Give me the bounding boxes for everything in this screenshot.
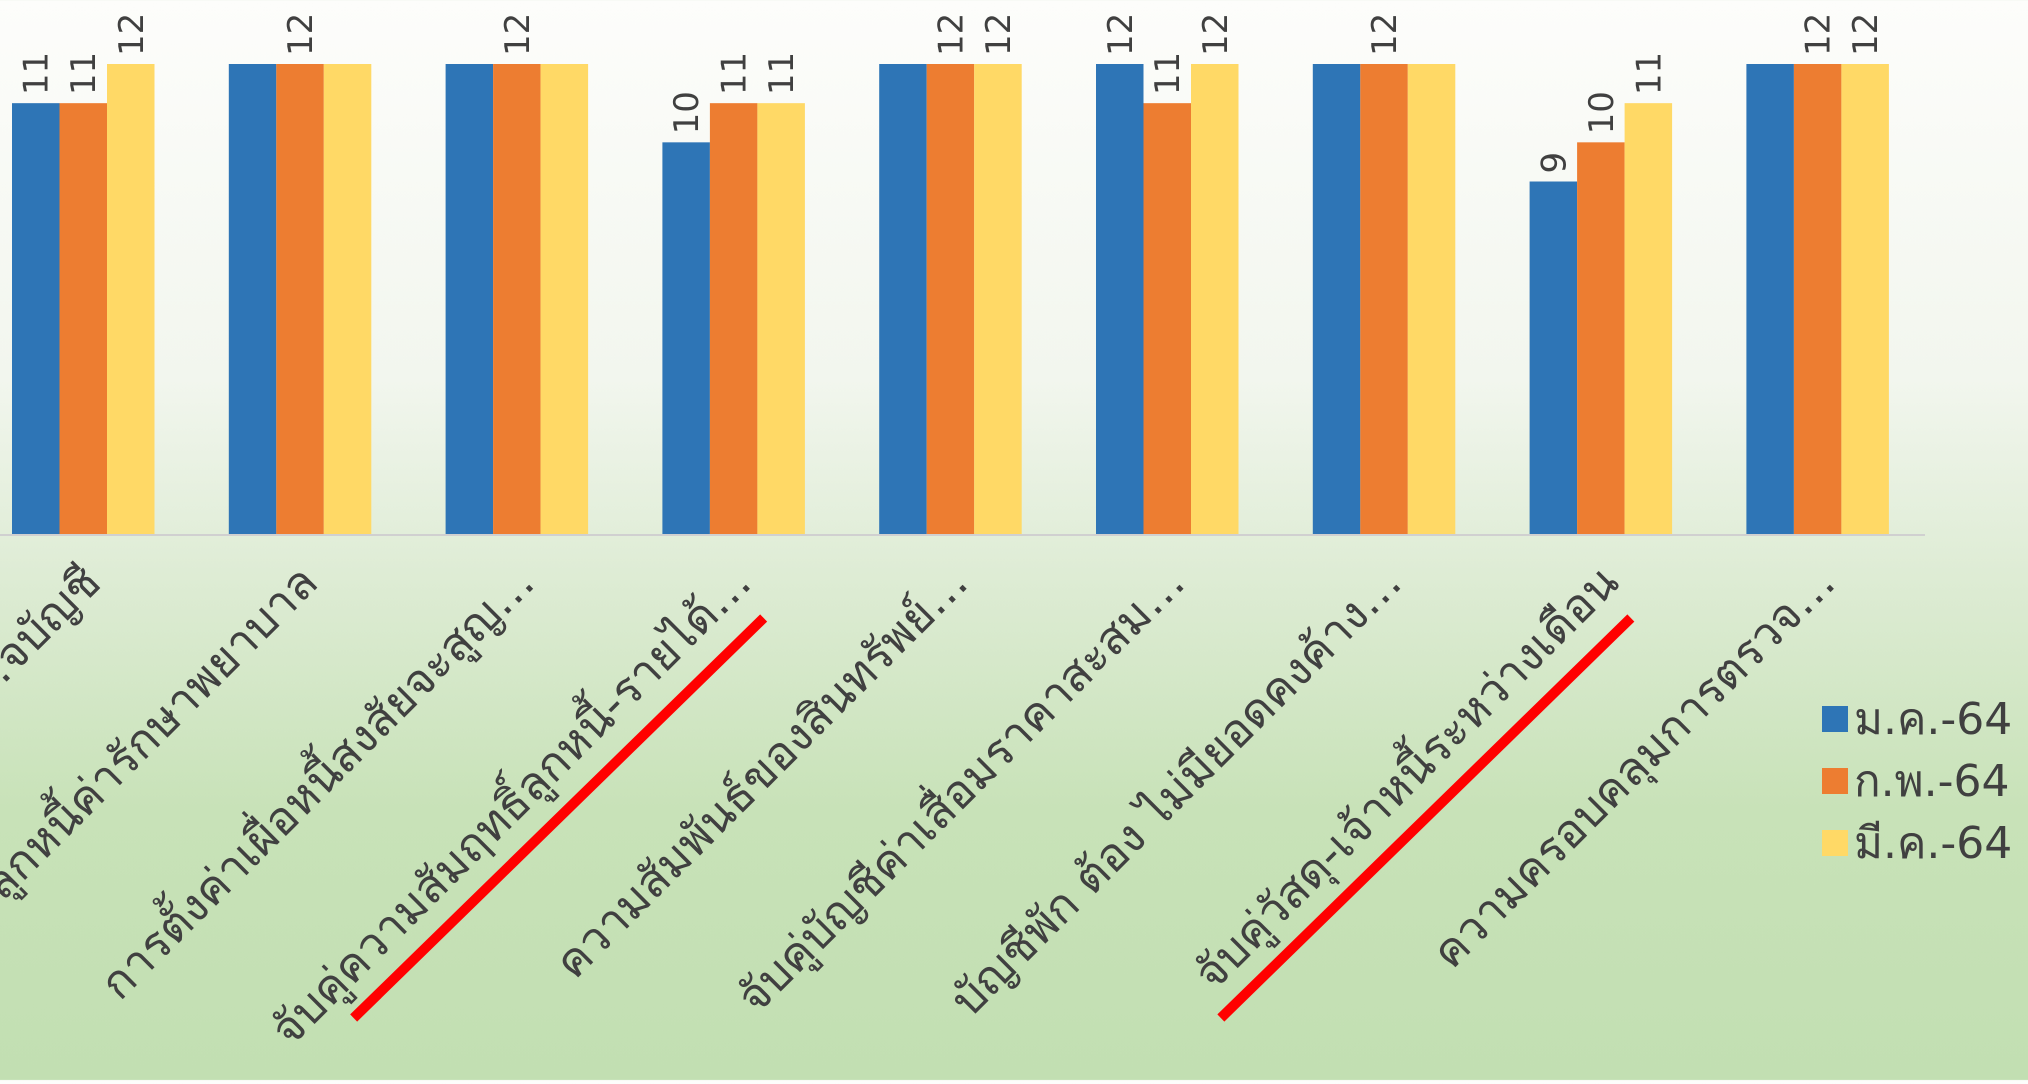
data-label-6-series-1: 12: [1365, 13, 1405, 56]
bar-3-series-0: [662, 142, 710, 535]
bar-7-series-0: [1529, 181, 1578, 534]
strike-annotation-1: [1217, 614, 1635, 1022]
bar-7-series-2: [1624, 103, 1673, 535]
data-label-3-series-1: 11: [715, 52, 755, 95]
legend-item-jan: ม.ค.-64: [1822, 688, 2012, 750]
bar-6-series-0: [1312, 64, 1361, 534]
bar-2-series-1: [493, 64, 541, 534]
data-label-1-series-1: 12: [281, 13, 321, 56]
data-label-7-series-0: 9: [1534, 152, 1574, 174]
bar-5-series-0: [1096, 64, 1144, 534]
legend-swatch-jan: [1822, 706, 1848, 732]
bar-2-series-0: [445, 64, 494, 534]
legend: ม.ค.-64 ก.พ.-64 มี.ค.-64: [1822, 688, 2012, 874]
category-label-7: จับคู่วัสดุ-เจ้าหนี้ระหว่างเดือน: [1179, 550, 1630, 1001]
category-label-0: …จบัญชี: [0, 555, 111, 715]
bar-6-series-2: [1407, 64, 1456, 534]
legend-item-mar: มี.ค.-64: [1822, 812, 2012, 874]
data-label-7-series-2: 11: [1629, 52, 1669, 95]
category-label-2: การตั้งค่าเผื่อหนี้สงสัยจะสูญ…: [85, 550, 545, 1010]
bar-8-series-1: [1793, 64, 1842, 534]
legend-label-mar: มี.ค.-64: [1854, 818, 2013, 869]
bar-8-series-2: [1841, 64, 1889, 534]
legend-item-feb: ก.พ.-64: [1822, 750, 2012, 812]
bar-3-series-2: [757, 103, 805, 535]
data-label-0-series-0: 11: [17, 52, 57, 95]
data-label-7-series-1: 10: [1582, 91, 1622, 134]
data-label-5-series-2: 12: [1196, 13, 1236, 56]
legend-label-jan: ม.ค.-64: [1854, 694, 2013, 745]
bar-0-series-1: [59, 103, 107, 535]
legend-swatch-mar: [1822, 830, 1848, 856]
bar-1-series-2: [323, 64, 372, 534]
category-label-5: จับคู่บัญชีค่าเสื่อมราคาสะสม…: [723, 551, 1196, 1024]
data-label-4-series-1: 12: [931, 13, 971, 56]
strike-annotation-0: [350, 614, 768, 1022]
bar-0-series-2: [107, 64, 155, 534]
data-label-3-series-2: 11: [762, 52, 802, 95]
data-label-8-series-1: 12: [1799, 13, 1839, 56]
data-label-0-series-1: 11: [64, 52, 104, 95]
data-label-4-series-2: 12: [979, 13, 1019, 56]
legend-label-feb: ก.พ.-64: [1854, 756, 2010, 807]
bar-1-series-0: [228, 64, 277, 534]
bar-5-series-1: [1143, 103, 1191, 535]
legend-swatch-feb: [1822, 768, 1848, 794]
data-label-5-series-1: 11: [1148, 52, 1188, 95]
bar-4-series-0: [879, 64, 927, 534]
data-label-2-series-1: 12: [498, 13, 538, 56]
bar-0-series-0: [12, 103, 60, 535]
bar-4-series-1: [926, 64, 975, 534]
bar-3-series-1: [709, 103, 758, 535]
data-label-0-series-2: 12: [112, 13, 152, 56]
category-label-8: ความครอบคลุมการตรวจ…: [1421, 555, 1847, 981]
bar-2-series-2: [540, 64, 589, 534]
bar-7-series-1: [1577, 142, 1625, 535]
data-label-8-series-2: 12: [1846, 13, 1886, 56]
bar-1-series-1: [276, 64, 324, 534]
data-label-5-series-0: 12: [1101, 13, 1141, 56]
bar-8-series-0: [1746, 64, 1794, 534]
bar-6-series-1: [1360, 64, 1408, 534]
bar-5-series-2: [1191, 64, 1239, 534]
data-label-3-series-0: 10: [667, 91, 707, 134]
category-label-6: บัญชีพัก ต้อง ไม่มียอดคงค้าง…: [940, 555, 1412, 1027]
bar-4-series-2: [974, 64, 1022, 534]
